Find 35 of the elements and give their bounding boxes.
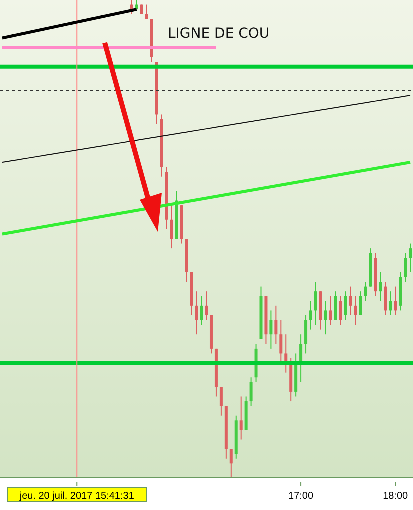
candlestick (145, 4, 148, 20)
x-tick-label: 18:00 (383, 491, 409, 502)
candlestick (280, 320, 283, 364)
candlestick (379, 272, 382, 302)
candlestick (329, 296, 332, 326)
candlestick (364, 282, 368, 302)
candlestick (394, 286, 398, 316)
candlestick (404, 252, 408, 283)
candlestick (195, 291, 198, 336)
candlestick (359, 291, 362, 316)
annotation: LIGNE DE COU (168, 26, 270, 42)
candlestick (349, 286, 352, 316)
candlestick (304, 314, 308, 354)
candlestick (354, 296, 358, 326)
candlestick (240, 396, 243, 440)
x-tick-label: 17:00 (288, 491, 314, 502)
candlestick (339, 296, 342, 326)
candlestick (324, 300, 328, 336)
candlestick (384, 282, 388, 316)
candlestick (274, 305, 278, 345)
candlestick (389, 291, 392, 316)
candlestick (230, 448, 233, 478)
candlestick (409, 243, 412, 273)
candlestick (200, 296, 204, 326)
candlestick (314, 282, 318, 326)
x-tick-label: jeu. 20 juil. 2017 15:41:31 (18, 491, 135, 502)
candlestick (300, 334, 303, 383)
candlestick (334, 291, 338, 321)
candlestick (344, 291, 348, 321)
candlestick (220, 386, 223, 416)
candlestick (205, 291, 208, 321)
candlestick (270, 310, 273, 350)
candlestick (170, 205, 174, 250)
candlestick (250, 377, 253, 407)
candlestick (310, 300, 313, 330)
